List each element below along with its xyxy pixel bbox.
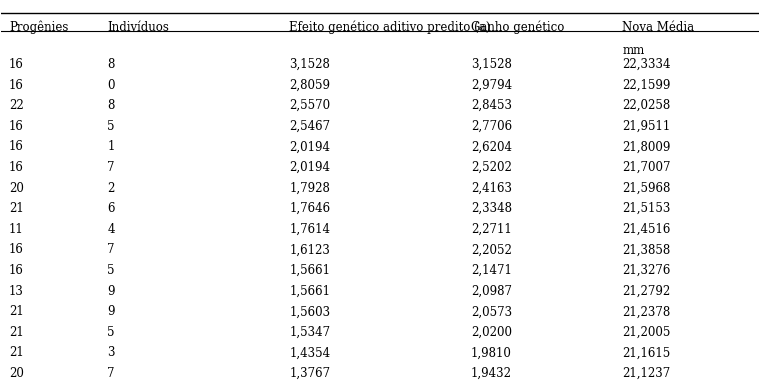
Text: 2,3348: 2,3348: [471, 202, 512, 215]
Text: 8: 8: [107, 58, 115, 71]
Text: 1,3767: 1,3767: [289, 367, 331, 380]
Text: 2,9794: 2,9794: [471, 79, 512, 92]
Text: 16: 16: [9, 243, 24, 256]
Text: 1,4354: 1,4354: [289, 346, 331, 359]
Text: 21,5968: 21,5968: [622, 182, 670, 195]
Text: 2,0573: 2,0573: [471, 305, 512, 318]
Text: 1,5603: 1,5603: [289, 305, 331, 318]
Text: 13: 13: [9, 285, 24, 298]
Text: 2,5570: 2,5570: [289, 99, 331, 112]
Text: 1,5661: 1,5661: [289, 285, 330, 298]
Text: 7: 7: [107, 243, 115, 256]
Text: 21,3858: 21,3858: [622, 243, 670, 256]
Text: 1,5347: 1,5347: [289, 326, 331, 339]
Text: 1,7646: 1,7646: [289, 202, 331, 215]
Text: 2,1471: 2,1471: [471, 264, 511, 277]
Text: 21: 21: [9, 346, 24, 359]
Text: 2,0200: 2,0200: [471, 326, 512, 339]
Text: 21,4516: 21,4516: [622, 223, 670, 236]
Text: 2,8059: 2,8059: [289, 79, 330, 92]
Text: 21: 21: [9, 202, 24, 215]
Text: 9: 9: [107, 285, 115, 298]
Text: 0: 0: [107, 79, 115, 92]
Text: 1,5661: 1,5661: [289, 264, 330, 277]
Text: 8: 8: [107, 99, 115, 112]
Text: 11: 11: [9, 223, 24, 236]
Text: Indivíduos: Indivíduos: [107, 21, 169, 34]
Text: 2,7706: 2,7706: [471, 120, 512, 133]
Text: 2,2711: 2,2711: [471, 223, 511, 236]
Text: 21,3276: 21,3276: [622, 264, 670, 277]
Text: 22,0258: 22,0258: [622, 99, 670, 112]
Text: 16: 16: [9, 161, 24, 174]
Text: 16: 16: [9, 120, 24, 133]
Text: mm: mm: [622, 44, 644, 57]
Text: 16: 16: [9, 58, 24, 71]
Text: 5: 5: [107, 326, 115, 339]
Text: Nova Média: Nova Média: [622, 21, 695, 34]
Text: 2,2052: 2,2052: [471, 243, 511, 256]
Text: 16: 16: [9, 79, 24, 92]
Text: 16: 16: [9, 141, 24, 154]
Text: 1,7928: 1,7928: [289, 182, 330, 195]
Text: 21,1615: 21,1615: [622, 346, 670, 359]
Text: 3: 3: [107, 346, 115, 359]
Text: 2,0194: 2,0194: [289, 161, 330, 174]
Text: 21,9511: 21,9511: [622, 120, 670, 133]
Text: 1,9432: 1,9432: [471, 367, 512, 380]
Text: 22,1599: 22,1599: [622, 79, 670, 92]
Text: Efeito genético aditivo predito (a): Efeito genético aditivo predito (a): [289, 21, 490, 34]
Text: 1,9810: 1,9810: [471, 346, 511, 359]
Text: 2,0194: 2,0194: [289, 141, 330, 154]
Text: 21,2378: 21,2378: [622, 305, 670, 318]
Text: 21: 21: [9, 326, 24, 339]
Text: 21,1237: 21,1237: [622, 367, 670, 380]
Text: 1,6123: 1,6123: [289, 243, 330, 256]
Text: 6: 6: [107, 202, 115, 215]
Text: 7: 7: [107, 367, 115, 380]
Text: 2,4163: 2,4163: [471, 182, 512, 195]
Text: 7: 7: [107, 161, 115, 174]
Text: 21,5153: 21,5153: [622, 202, 670, 215]
Text: 20: 20: [9, 182, 24, 195]
Text: 3,1528: 3,1528: [471, 58, 511, 71]
Text: 2,6204: 2,6204: [471, 141, 512, 154]
Text: 21,2792: 21,2792: [622, 285, 670, 298]
Text: 16: 16: [9, 264, 24, 277]
Text: 3,1528: 3,1528: [289, 58, 330, 71]
Text: 5: 5: [107, 264, 115, 277]
Text: 2: 2: [107, 182, 115, 195]
Text: 4: 4: [107, 223, 115, 236]
Text: 5: 5: [107, 120, 115, 133]
Text: 22: 22: [9, 99, 24, 112]
Text: 2,5467: 2,5467: [289, 120, 331, 133]
Text: Ganho genético: Ganho genético: [471, 21, 564, 34]
Text: 21,8009: 21,8009: [622, 141, 670, 154]
Text: 21,2005: 21,2005: [622, 326, 670, 339]
Text: 9: 9: [107, 305, 115, 318]
Text: Progênies: Progênies: [9, 21, 68, 34]
Text: 21: 21: [9, 305, 24, 318]
Text: 21,7007: 21,7007: [622, 161, 671, 174]
Text: 1,7614: 1,7614: [289, 223, 330, 236]
Text: 2,0987: 2,0987: [471, 285, 512, 298]
Text: 20: 20: [9, 367, 24, 380]
Text: 1: 1: [107, 141, 115, 154]
Text: 22,3334: 22,3334: [622, 58, 671, 71]
Text: 2,8453: 2,8453: [471, 99, 512, 112]
Text: 2,5202: 2,5202: [471, 161, 511, 174]
